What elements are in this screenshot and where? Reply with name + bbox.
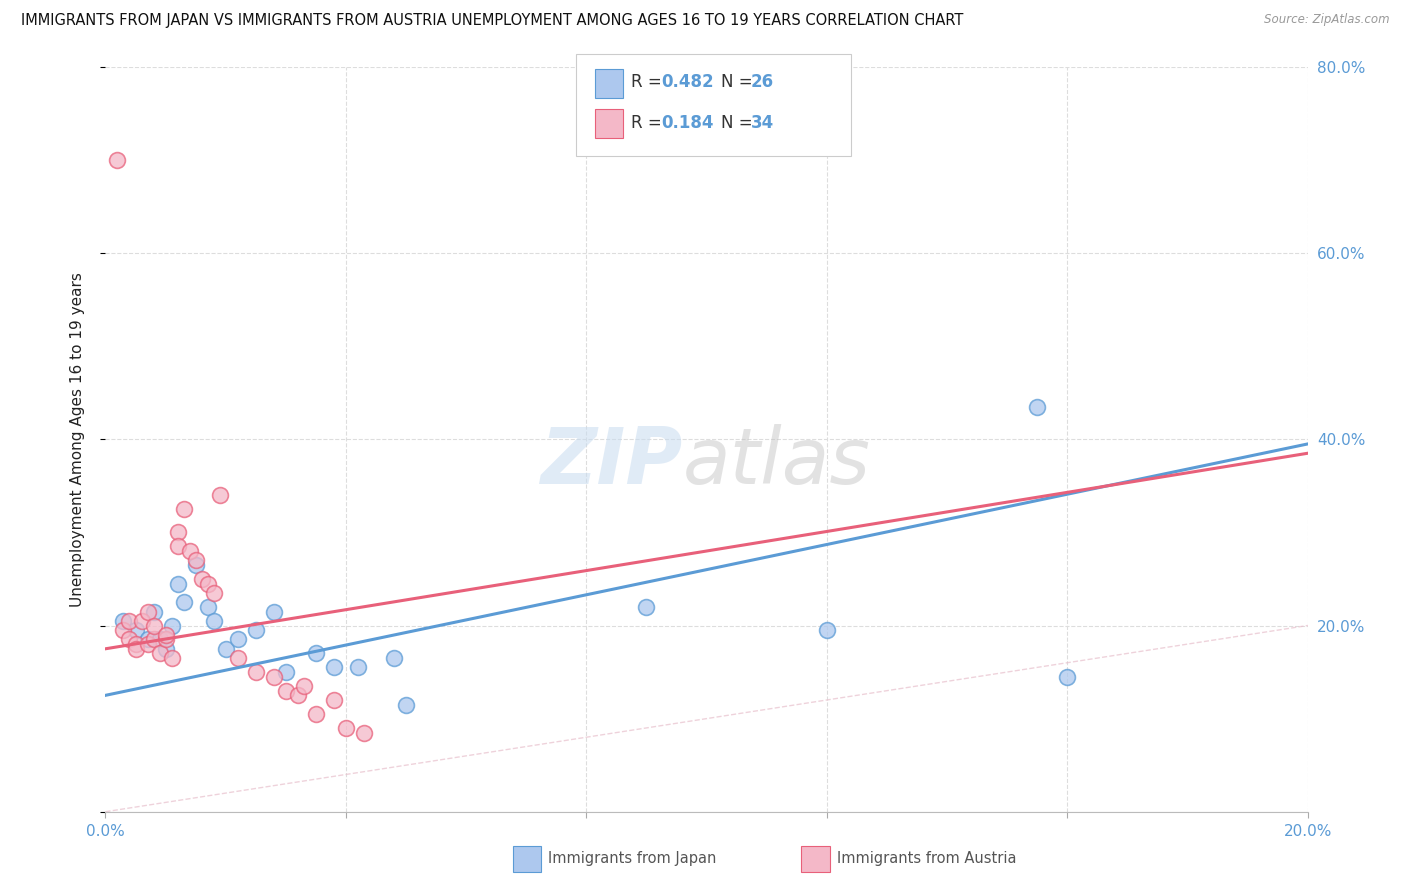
Point bbox=[292, 679, 315, 693]
Point bbox=[173, 502, 195, 516]
Text: 0.184: 0.184 bbox=[661, 114, 713, 132]
Point bbox=[1026, 400, 1049, 414]
Point bbox=[322, 693, 344, 707]
Point bbox=[347, 660, 370, 674]
Text: Immigrants from Austria: Immigrants from Austria bbox=[837, 852, 1017, 866]
Point bbox=[353, 725, 375, 739]
Point bbox=[160, 651, 183, 665]
Text: 0.482: 0.482 bbox=[661, 73, 713, 91]
Text: R =: R = bbox=[631, 73, 668, 91]
Text: R =: R = bbox=[631, 114, 668, 132]
Point bbox=[208, 488, 231, 502]
Point bbox=[142, 605, 165, 619]
Point bbox=[322, 660, 344, 674]
Point bbox=[815, 623, 838, 637]
Point bbox=[112, 614, 135, 628]
Point bbox=[155, 628, 177, 642]
Point bbox=[142, 632, 165, 647]
Point bbox=[395, 698, 418, 712]
Point bbox=[155, 632, 177, 647]
Point bbox=[202, 614, 225, 628]
Text: ZIP: ZIP bbox=[540, 424, 682, 500]
Point bbox=[131, 614, 153, 628]
Point bbox=[166, 576, 188, 591]
Point bbox=[184, 553, 207, 567]
Point bbox=[166, 540, 188, 554]
Point bbox=[107, 153, 129, 167]
Point bbox=[335, 721, 357, 735]
Point bbox=[197, 599, 219, 614]
Point bbox=[226, 651, 249, 665]
Point bbox=[148, 632, 170, 647]
Point bbox=[166, 525, 188, 540]
Point bbox=[636, 599, 658, 614]
Point bbox=[118, 632, 141, 647]
Text: atlas: atlas bbox=[682, 424, 870, 500]
Point bbox=[263, 605, 285, 619]
Point bbox=[124, 623, 146, 637]
Text: Source: ZipAtlas.com: Source: ZipAtlas.com bbox=[1264, 13, 1389, 27]
Text: N =: N = bbox=[721, 114, 758, 132]
Text: 34: 34 bbox=[751, 114, 775, 132]
Point bbox=[305, 706, 328, 721]
Point bbox=[155, 641, 177, 656]
Point bbox=[136, 637, 159, 651]
Point bbox=[245, 665, 267, 679]
Point bbox=[148, 647, 170, 661]
Point bbox=[179, 544, 201, 558]
Text: Immigrants from Japan: Immigrants from Japan bbox=[548, 852, 717, 866]
Point bbox=[124, 637, 146, 651]
Point bbox=[305, 647, 328, 661]
Point bbox=[197, 576, 219, 591]
Point bbox=[202, 586, 225, 600]
Point bbox=[274, 665, 297, 679]
Point bbox=[112, 623, 135, 637]
Y-axis label: Unemployment Among Ages 16 to 19 years: Unemployment Among Ages 16 to 19 years bbox=[70, 272, 84, 607]
Point bbox=[1056, 670, 1078, 684]
Point bbox=[136, 605, 159, 619]
Point bbox=[173, 595, 195, 609]
Point bbox=[142, 618, 165, 632]
Point bbox=[214, 641, 236, 656]
Point bbox=[382, 651, 405, 665]
Point bbox=[124, 641, 146, 656]
Text: N =: N = bbox=[721, 73, 758, 91]
Point bbox=[263, 670, 285, 684]
Point bbox=[118, 614, 141, 628]
Point bbox=[184, 558, 207, 572]
Point bbox=[274, 683, 297, 698]
Point bbox=[190, 572, 212, 586]
Text: IMMIGRANTS FROM JAPAN VS IMMIGRANTS FROM AUSTRIA UNEMPLOYMENT AMONG AGES 16 TO 1: IMMIGRANTS FROM JAPAN VS IMMIGRANTS FROM… bbox=[21, 13, 963, 29]
Point bbox=[287, 689, 309, 703]
Point bbox=[160, 618, 183, 632]
Point bbox=[245, 623, 267, 637]
Point bbox=[136, 632, 159, 647]
Point bbox=[226, 632, 249, 647]
Text: 26: 26 bbox=[751, 73, 773, 91]
